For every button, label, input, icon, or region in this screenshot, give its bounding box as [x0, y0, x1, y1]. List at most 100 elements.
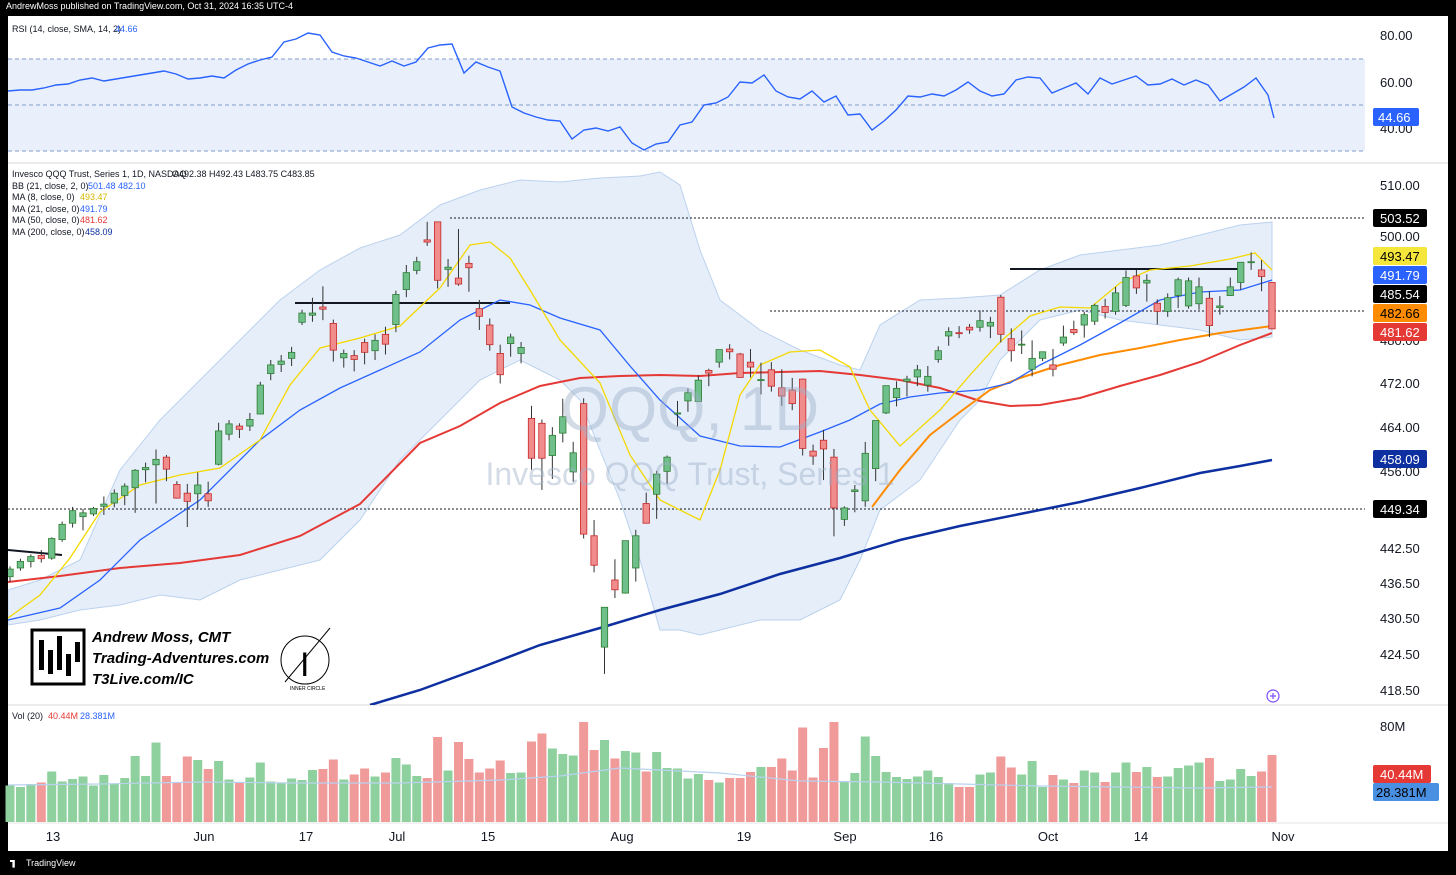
add-indicator-icon[interactable] [1266, 689, 1280, 703]
legend-ma200-value: 458.09 [85, 227, 113, 237]
volume-bar [412, 776, 422, 822]
candle [1007, 338, 1015, 352]
badge-481-bg [1373, 323, 1427, 341]
volume-bar [881, 772, 891, 822]
add-indicator-circle[interactable] [1266, 689, 1280, 703]
time-label-15: 15 [481, 829, 495, 844]
candle [663, 456, 671, 472]
volume-bar [599, 740, 609, 822]
volume-bar [746, 772, 756, 822]
candle [423, 239, 431, 243]
legend-bb-label: BB (21, close, 2, 0) [12, 181, 89, 191]
inner-circle-letter: I [300, 646, 309, 684]
candle [872, 420, 880, 470]
volume-bar [224, 779, 234, 822]
volume-bar [1131, 772, 1141, 822]
volume-badge-2-bg [1373, 783, 1439, 801]
candle [1080, 314, 1088, 326]
volume-bar [370, 776, 380, 822]
volume-bar [214, 761, 224, 822]
price-axis: 510.00 500.00 480.00 472.00 464.00 456.0… [1373, 178, 1427, 698]
volume-bar [579, 722, 589, 822]
author-branding: Andrew Moss, CMT Trading-Adventures.com … [30, 627, 331, 692]
volume-bar [996, 756, 1006, 822]
volume-bar [245, 777, 255, 822]
volume-bar [57, 781, 67, 822]
candle [246, 419, 254, 427]
volume-bar [443, 770, 453, 822]
badge-485-bg [1373, 285, 1427, 303]
time-label-17: 17 [299, 829, 313, 844]
volume-bar [328, 759, 338, 822]
volume-bar [1246, 776, 1256, 822]
time-label-nov: Nov [1271, 829, 1295, 844]
candle [861, 452, 869, 502]
volume-legend-v2: 28.381M [80, 711, 115, 721]
volume-bar [495, 760, 505, 822]
candle [110, 492, 118, 504]
logo-bar [66, 654, 71, 676]
volume-bar [433, 737, 443, 822]
rsi-panel [8, 32, 1365, 152]
volume-tick-80m: 80M [1380, 719, 1405, 734]
candle [590, 535, 598, 566]
candle [16, 561, 25, 569]
bollinger-band-fill [8, 171, 1273, 636]
volume-bar [965, 787, 975, 822]
volume-bar [860, 736, 870, 822]
candle [559, 416, 567, 434]
volume-bar [1121, 762, 1131, 822]
volume-bar [1173, 768, 1183, 822]
candle [965, 326, 974, 331]
volume-bar [850, 773, 860, 822]
volume-bar [1111, 772, 1121, 822]
candle [402, 272, 410, 290]
volume-legend-v1: 40.44M [48, 711, 78, 721]
candle [736, 353, 744, 378]
candle [79, 512, 87, 518]
candle [1132, 275, 1141, 289]
candle [819, 439, 828, 450]
candle [705, 369, 713, 374]
inner-circle-caption: INNER CIRCLE [290, 686, 326, 692]
badge-491: 491.79 [1380, 268, 1420, 283]
volume-bar [1006, 767, 1016, 822]
candle [381, 333, 390, 345]
candle [475, 308, 483, 317]
volume-bar [975, 774, 985, 822]
badge-503-bg [1373, 209, 1427, 227]
volume-bar [172, 782, 182, 822]
candle [799, 378, 807, 449]
volume-legend-label: Vol (20) [12, 711, 43, 721]
volume-bar [15, 787, 25, 822]
badge-503: 503.52 [1380, 211, 1420, 226]
badge-482-bg [1373, 304, 1427, 322]
candle [955, 332, 963, 335]
inner-circle-logo-icon [280, 635, 330, 685]
legend-bb-values: 501.48 482.10 [88, 181, 146, 191]
volume-bar [1058, 779, 1068, 822]
candle [726, 348, 734, 353]
time-label-16: 16 [929, 829, 943, 844]
badge-485: 485.54 [1380, 287, 1420, 302]
candle [778, 387, 786, 397]
volume-bar [693, 774, 703, 822]
volume-bar [120, 778, 130, 822]
candle [434, 221, 442, 281]
candle [444, 266, 452, 270]
candle [267, 364, 275, 375]
price-tick-510: 510.00 [1380, 178, 1420, 193]
candle [465, 262, 473, 269]
candle [68, 510, 77, 524]
candle [256, 384, 264, 415]
volume-bar [1152, 777, 1162, 822]
candle [173, 484, 181, 499]
volume-bar [631, 752, 641, 822]
volume-bar [704, 780, 714, 822]
volume-bar [485, 768, 495, 822]
candle [538, 422, 546, 459]
candle [997, 296, 1005, 335]
volume-bar [287, 778, 297, 822]
